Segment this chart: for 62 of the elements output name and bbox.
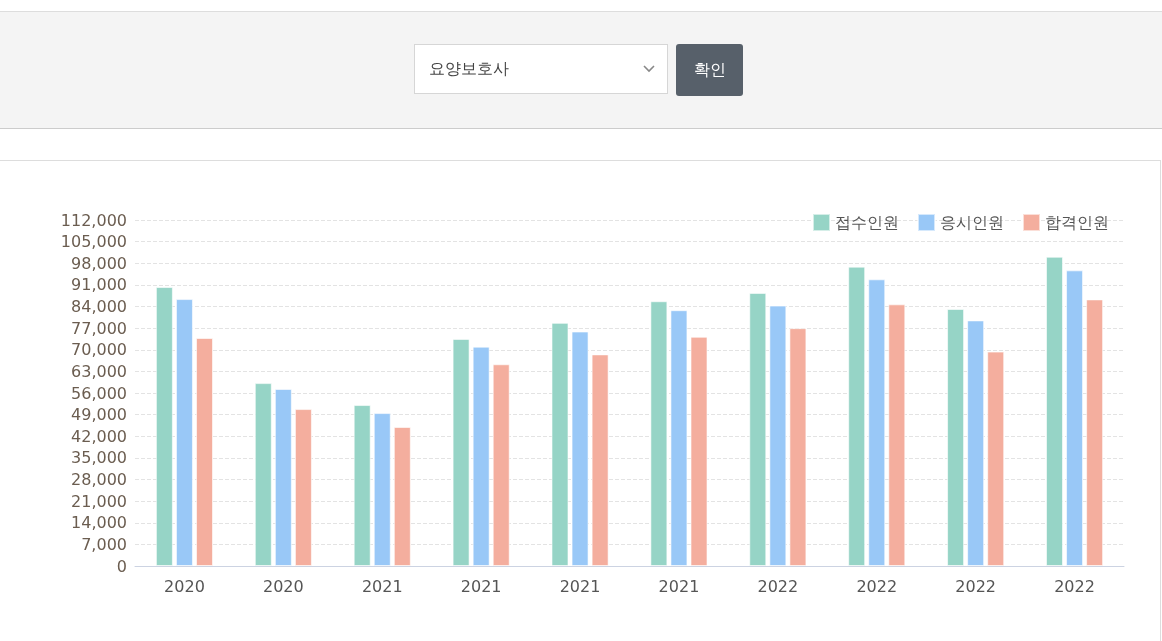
text: 확인: [676, 44, 743, 96]
y-tick-label: 7,000: [81, 534, 127, 554]
bar: [888, 304, 906, 566]
bar: [1086, 299, 1104, 566]
y-tick-label: 70,000: [71, 340, 127, 360]
bar: [551, 322, 569, 566]
x-tick-label: 2022: [955, 576, 997, 596]
y-tick-label: 28,000: [71, 470, 127, 489]
x-tick-label: 2020: [164, 576, 205, 596]
legend-label: 합격인원: [1045, 213, 1109, 232]
bar: [591, 354, 609, 566]
bar: [947, 308, 965, 566]
bar: [373, 413, 391, 566]
bar: [868, 279, 886, 566]
y-tick-label: 63,000: [71, 361, 127, 381]
bar: [175, 299, 193, 566]
y-tick-label: 14,000: [71, 513, 127, 533]
x-tick-label: 2020: [262, 576, 304, 596]
y-tick-label: 0: [116, 556, 127, 576]
text: 요양보호사: [429, 59, 509, 78]
x-tick-label: 2022: [757, 576, 799, 596]
bar: [769, 305, 787, 566]
bar: [650, 301, 668, 566]
bar: [492, 364, 510, 566]
bar: [1066, 270, 1084, 566]
bar: [690, 336, 708, 566]
bar: [1045, 256, 1063, 566]
bar: [196, 338, 214, 566]
y-tick-label: 21,000: [71, 491, 127, 511]
y-tick-label: 49,000: [71, 405, 127, 425]
x-tick-label: 2022: [856, 576, 898, 596]
y-tick-label: 91,000: [71, 275, 127, 295]
y-tick-label: 84,000: [71, 297, 127, 316]
y-tick-label: 77,000: [71, 318, 127, 338]
bar: [353, 405, 371, 566]
x-tick-label: 2021: [658, 576, 700, 596]
bar: [155, 287, 173, 566]
bar: [967, 320, 985, 566]
y-tick-label: 105,000: [60, 232, 127, 252]
bar: [274, 388, 292, 566]
bar: [987, 351, 1005, 566]
bar: [749, 292, 767, 566]
y-tick-label: 56,000: [71, 383, 127, 403]
bar: [452, 338, 470, 566]
x-tick-label: 2022: [1054, 576, 1095, 596]
bar: [472, 346, 490, 566]
bar: [254, 383, 272, 566]
x-tick-label: 2021: [460, 576, 502, 596]
x-tick-label: 2021: [559, 576, 601, 596]
y-tick-label: 98,000: [71, 253, 127, 273]
bar: [571, 331, 589, 566]
bar: [393, 426, 411, 566]
legend-label: 응시인원: [940, 213, 1004, 232]
bar: [789, 328, 807, 566]
bar: [294, 409, 312, 566]
legend-label: 접수인원: [835, 213, 899, 232]
y-tick-label: 35,000: [71, 448, 127, 468]
x-tick-label: 2021: [361, 576, 403, 596]
bar: [848, 266, 866, 566]
y-tick-label: 42,000: [71, 426, 127, 446]
y-tick-label: 112,000: [60, 210, 127, 230]
bar: [670, 310, 688, 566]
